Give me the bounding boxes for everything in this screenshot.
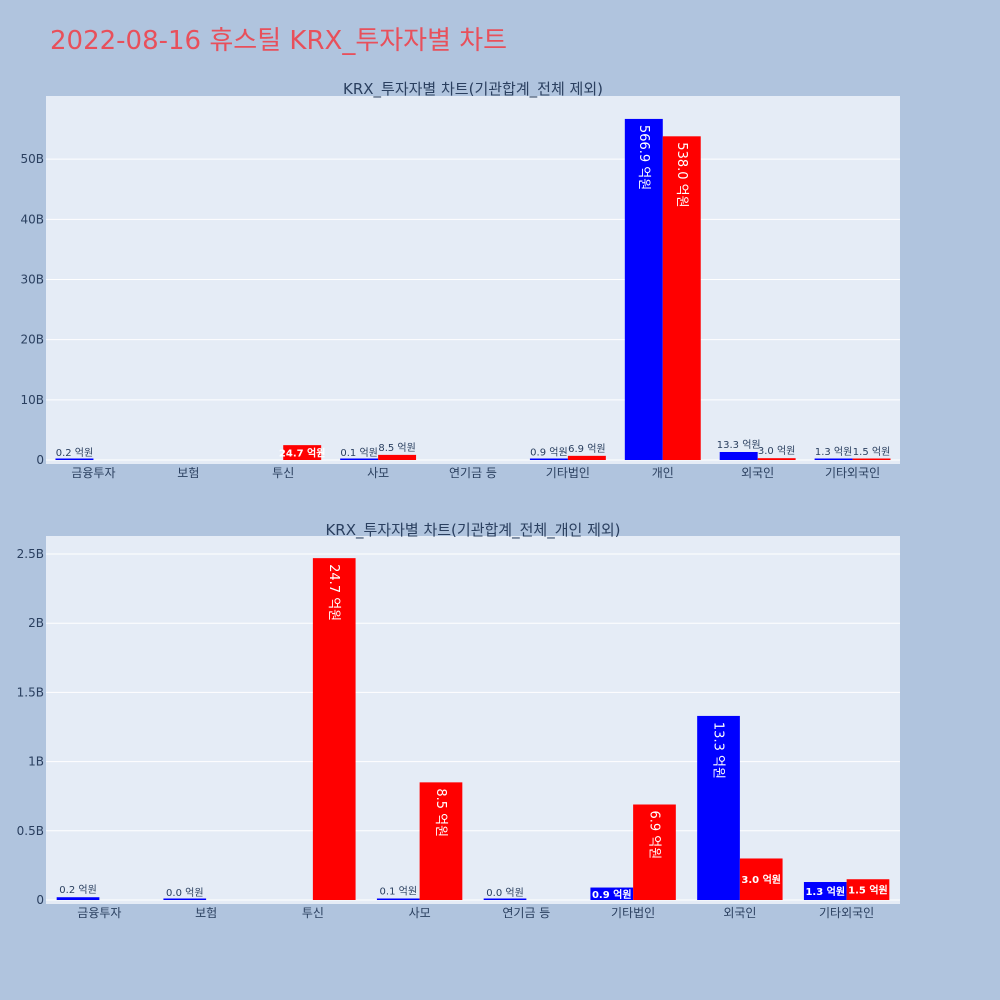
data-label: 3.0 억원 xyxy=(758,445,795,457)
plot-area xyxy=(46,536,900,904)
bar-buy xyxy=(697,715,740,900)
data-label: 1.3 억원 xyxy=(815,446,852,458)
data-label: 0.2 억원 xyxy=(56,447,93,459)
x-tick-label: 투신 xyxy=(272,466,294,480)
x-tick-label: 보험 xyxy=(195,906,217,920)
y-tick-label: 0 xyxy=(36,453,44,467)
data-label: 6.9 억원 xyxy=(646,811,661,860)
data-label: 1.5 억원 xyxy=(853,446,890,458)
data-label: 538.0 억원 xyxy=(674,142,689,207)
data-label: 1.3 억원 xyxy=(805,885,845,898)
data-label: 1.5 억원 xyxy=(848,884,888,897)
bar-buy xyxy=(55,458,94,460)
data-label: 13.3 억원 xyxy=(711,722,726,779)
y-tick-label: 1.5B xyxy=(17,685,44,699)
page-title: 2022-08-16 휴스틸 KRX_투자자별 차트 xyxy=(50,26,508,56)
data-label: 0.0 억원 xyxy=(166,887,203,899)
bar-buy xyxy=(719,451,758,460)
data-label: 6.9 억원 xyxy=(568,443,605,455)
y-tick-label: 2.5B xyxy=(17,547,44,561)
bar-sell xyxy=(662,136,701,461)
y-tick-label: 0 xyxy=(36,893,44,907)
data-label: 13.3 억원 xyxy=(717,439,761,451)
data-label: 0.9 억원 xyxy=(530,446,567,458)
x-tick-label: 연기금 등 xyxy=(502,906,550,920)
bar-buy xyxy=(483,898,527,900)
bar-buy xyxy=(529,458,568,460)
bar-sell xyxy=(378,454,417,460)
bar-sell xyxy=(739,858,783,900)
y-tick-label: 2B xyxy=(28,616,44,630)
bar-buy xyxy=(340,458,379,460)
data-label: 0.0 억원 xyxy=(486,887,523,899)
bar-sell xyxy=(852,458,891,460)
y-tick-label: 1B xyxy=(28,755,44,769)
x-tick-label: 기타외국인 xyxy=(825,466,880,480)
data-label: 0.1 억원 xyxy=(380,886,417,898)
bar-buy xyxy=(814,458,853,460)
x-tick-label: 외국인 xyxy=(741,466,774,480)
chart-title: KRX_투자자별 차트(기관합계_전체_개인 제외) xyxy=(325,521,620,540)
bar-buy xyxy=(56,897,100,900)
data-label: 24.7 억원 xyxy=(326,564,341,621)
x-tick-label: 투신 xyxy=(302,906,324,920)
data-label: 0.2 억원 xyxy=(59,884,96,896)
bar-sell xyxy=(419,782,463,900)
data-label: 3.0 억원 xyxy=(741,873,781,886)
x-tick-label: 개인 xyxy=(652,466,674,480)
chart-bottom: 0 0.5B 1B 1.5B 2B 2.5B KRX_투자자별 차트(기관합계_전체_개인 … xyxy=(17,521,900,920)
data-label: 24.7 억원 xyxy=(279,447,326,460)
bar-buy xyxy=(624,118,663,460)
data-label: 0.9 억원 xyxy=(592,888,632,901)
x-tick-label: 보험 xyxy=(177,466,199,480)
y-tick-label: 20B xyxy=(20,333,44,347)
x-tick-label: 기타외국인 xyxy=(819,906,874,920)
x-tick-label: 기타법인 xyxy=(611,906,655,920)
y-tick-label: 10B xyxy=(20,393,44,407)
x-tick-label: 금융투자 xyxy=(71,466,115,480)
chart-title: KRX_투자자별 차트(기관합계_전체 제외) xyxy=(343,80,603,99)
y-tick-label: 30B xyxy=(20,273,44,287)
y-tick-label: 40B xyxy=(20,212,44,226)
bar-buy xyxy=(590,887,634,900)
x-tick-label: 기타법인 xyxy=(546,466,590,480)
bar-sell xyxy=(283,445,322,460)
x-tick-label: 사모 xyxy=(367,466,389,480)
bar-sell xyxy=(567,455,606,460)
chart-top: 0 10B 20B 30B 40B 50B KRX_투자자별 차트(기관합계_전체 제외) 금… xyxy=(20,80,900,480)
bar-sell xyxy=(633,804,676,900)
data-label: 8.5 억원 xyxy=(378,442,415,454)
bar-sell xyxy=(846,879,890,900)
bar-buy xyxy=(163,898,207,900)
x-tick-label: 사모 xyxy=(409,906,431,920)
data-label: 566.9 억원 xyxy=(636,125,651,190)
bar-sell xyxy=(757,458,796,460)
bar-sell xyxy=(312,558,356,900)
x-tick-label: 외국인 xyxy=(723,906,756,920)
y-tick-label: 0.5B xyxy=(17,824,44,838)
x-tick-label: 금융투자 xyxy=(77,906,121,920)
y-tick-label: 50B xyxy=(20,152,44,166)
data-label: 8.5 억원 xyxy=(433,788,448,837)
bar-buy xyxy=(803,882,847,900)
data-label: 0.1 억원 xyxy=(340,447,377,459)
x-tick-label: 연기금 등 xyxy=(449,466,497,480)
bar-buy xyxy=(376,898,420,900)
